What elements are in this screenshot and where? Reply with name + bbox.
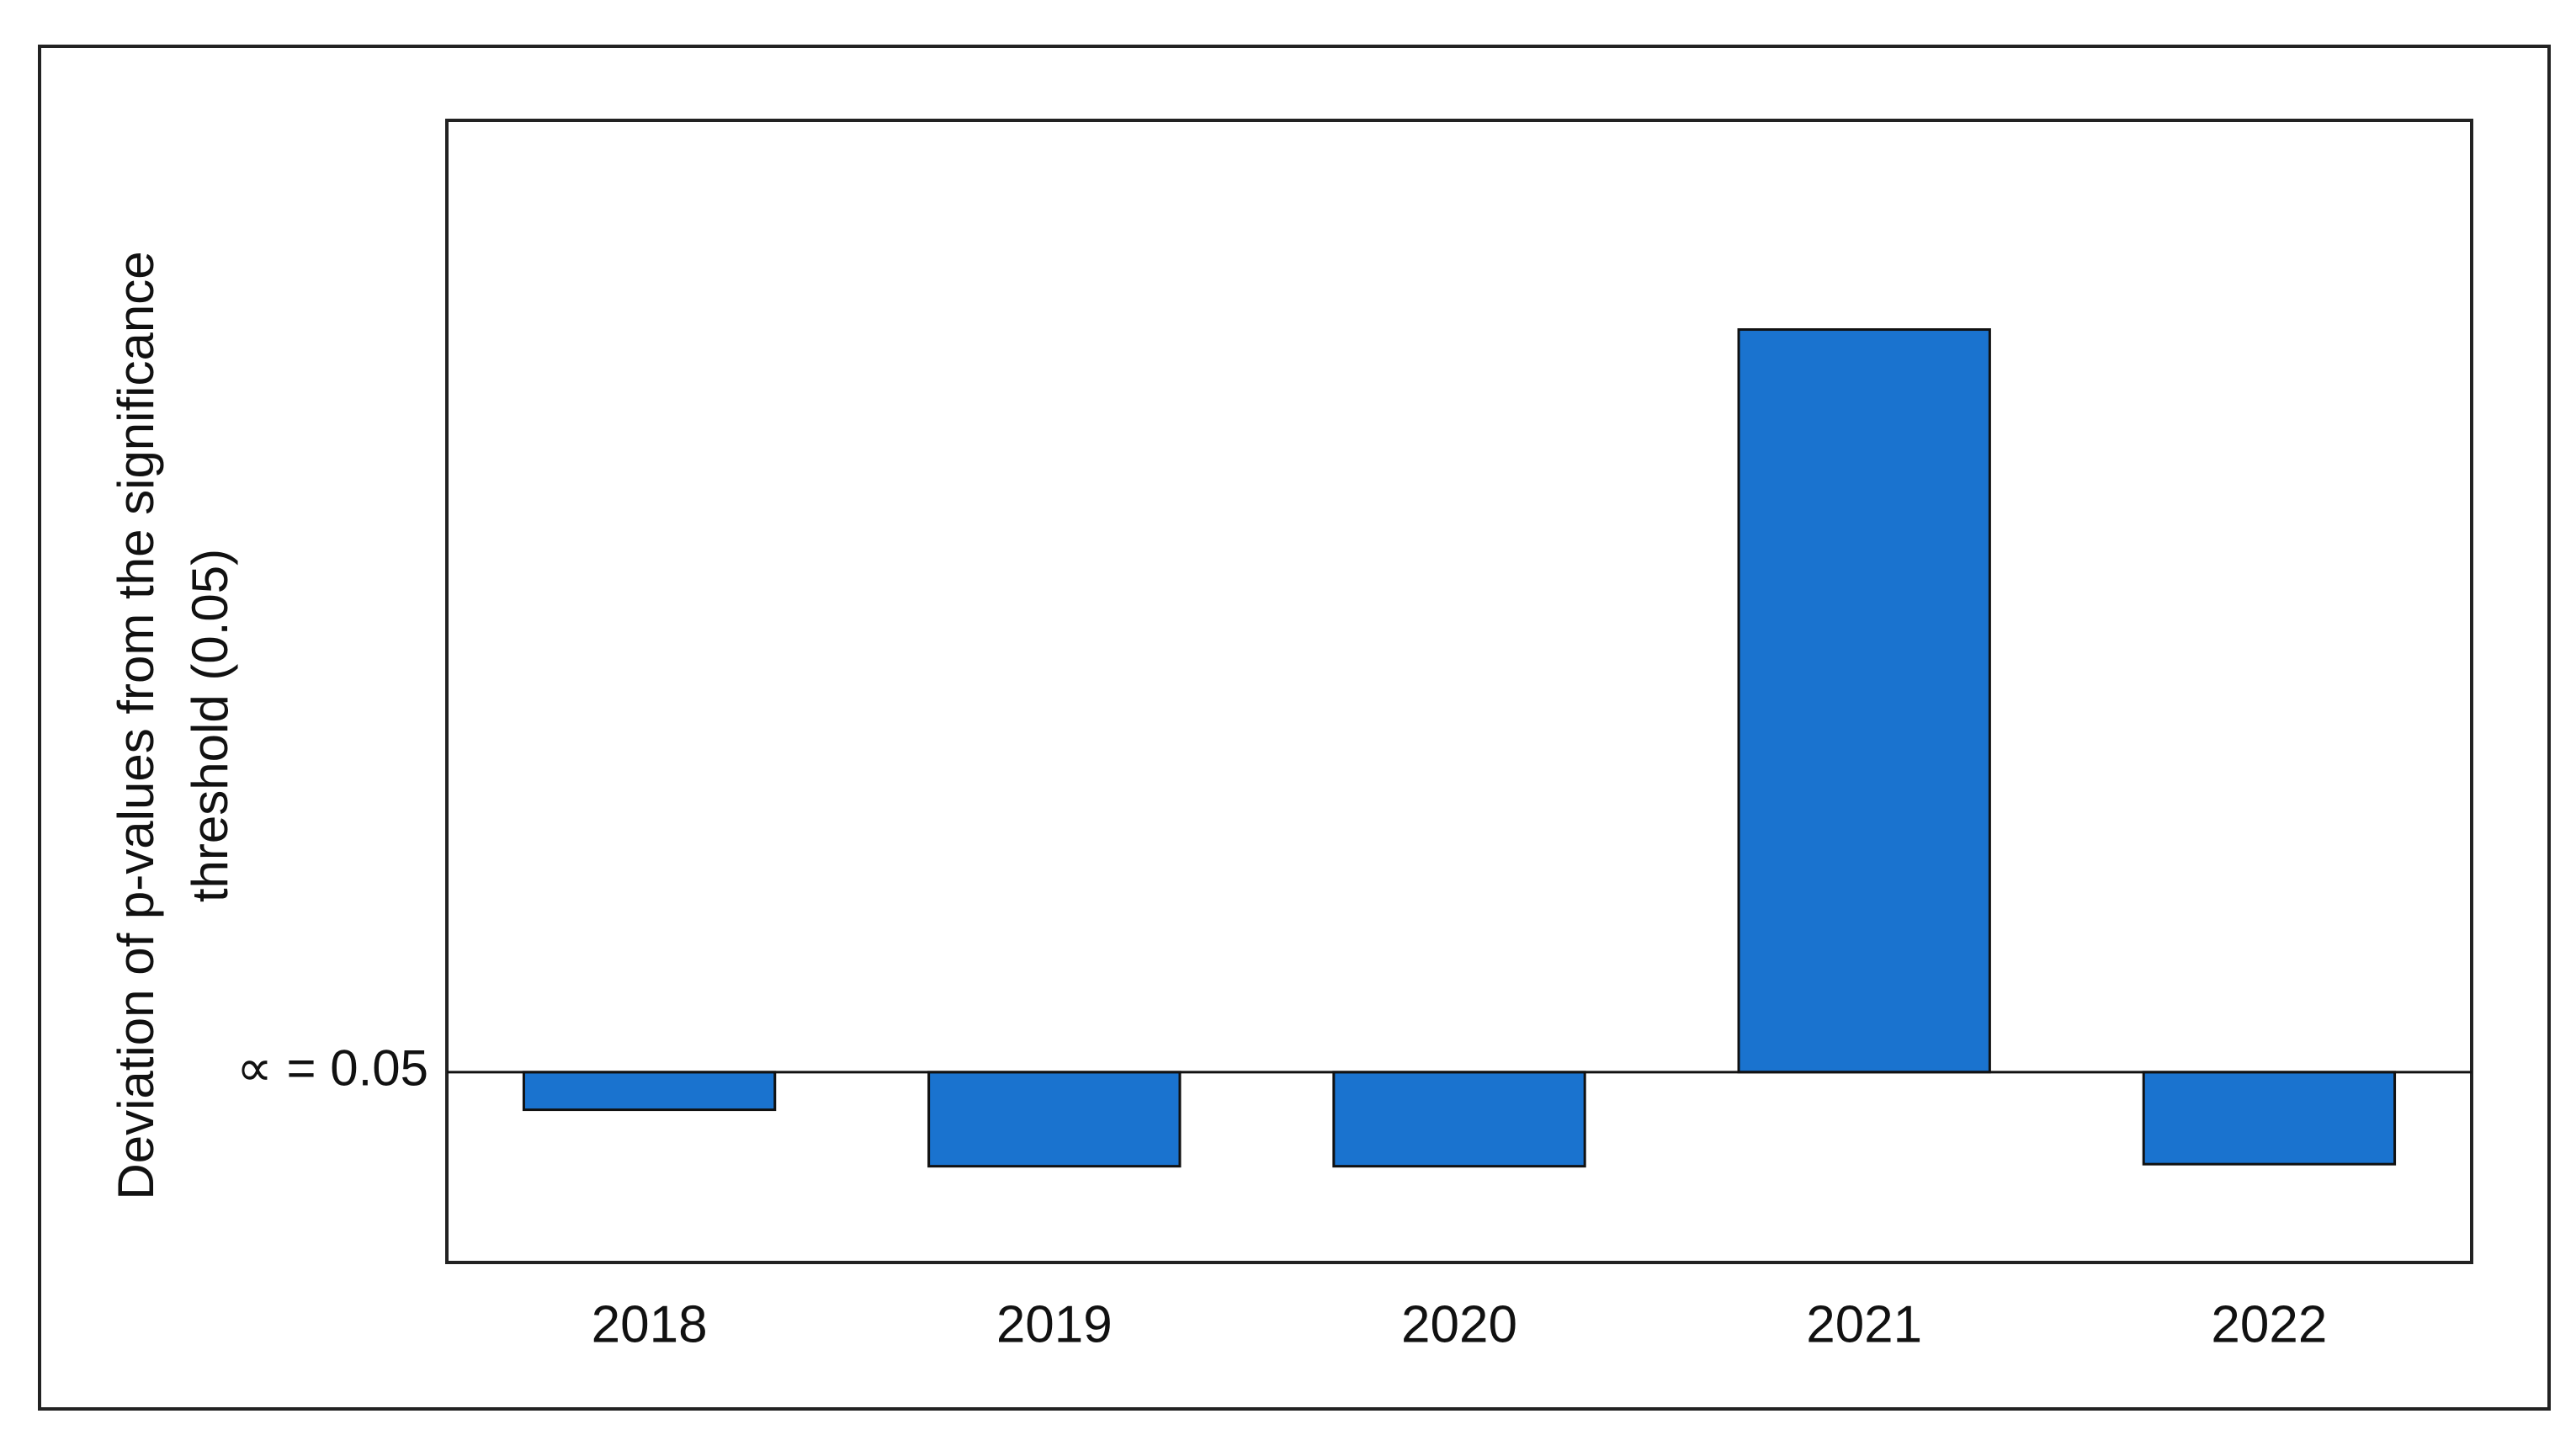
x-tick-label: 2020 [1401, 1295, 1517, 1353]
bar [927, 1071, 1182, 1168]
bar [1332, 1071, 1586, 1168]
y-axis-title: Deviation of p-values from the significa… [108, 251, 238, 1199]
x-tick-label: 2019 [996, 1295, 1113, 1353]
y-tick-label: ∝ = 0.05 [236, 1040, 428, 1097]
outer-frame [38, 45, 2551, 1411]
bar [1737, 328, 1991, 1074]
bar [522, 1071, 777, 1112]
x-tick-label: 2021 [1806, 1295, 1922, 1353]
y-axis-title-line: Deviation of p-values from the significa… [108, 251, 164, 1199]
x-tick-label: 2018 [592, 1295, 708, 1353]
bar [2142, 1071, 2397, 1166]
x-tick-label: 2022 [2211, 1295, 2327, 1353]
y-axis-title-line: threshold (0.05) [182, 549, 238, 902]
